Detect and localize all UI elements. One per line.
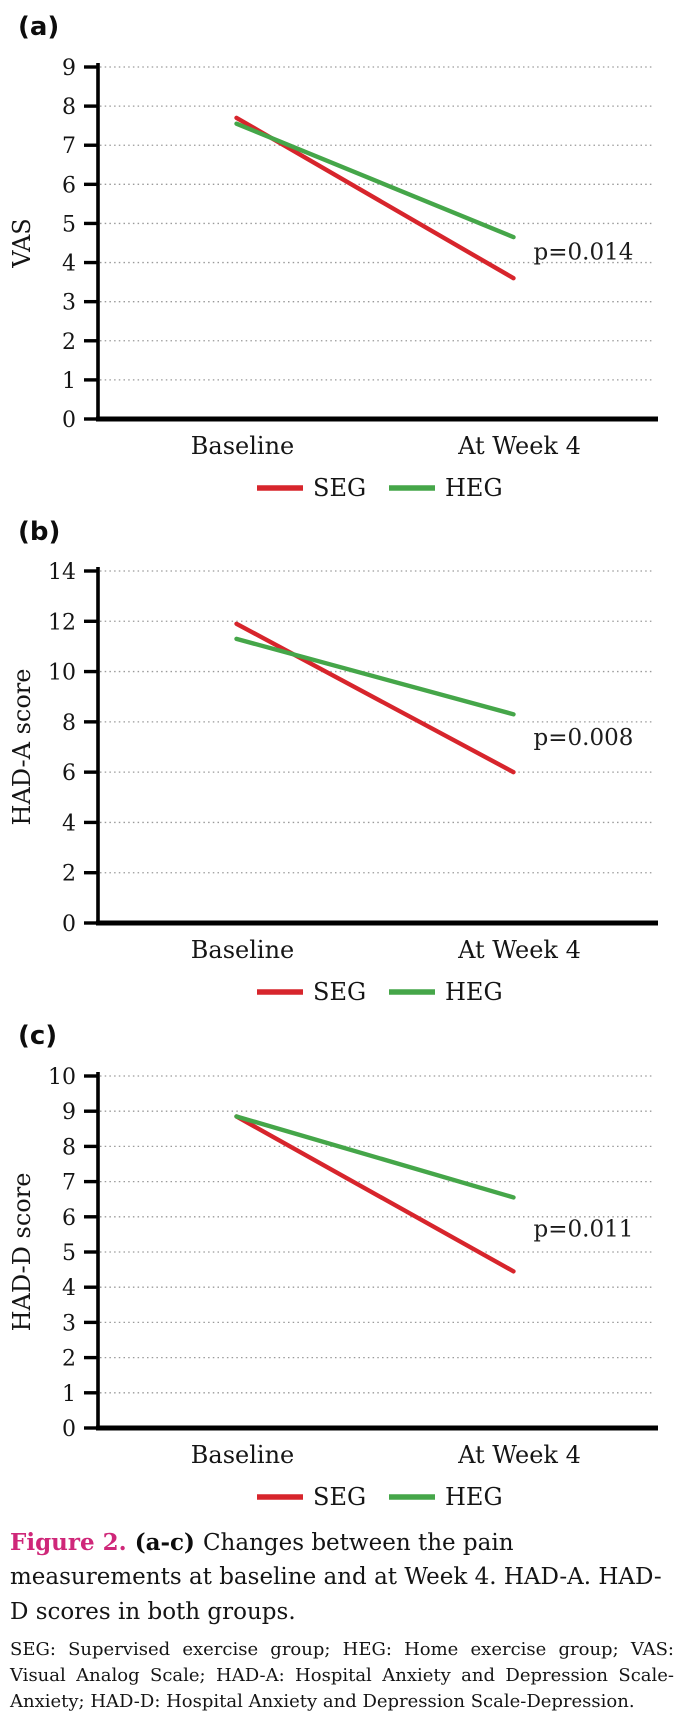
y-tick-label: 5 xyxy=(62,212,76,237)
y-tick-label: 14 xyxy=(48,560,76,585)
y-axis-title: HAD-D score xyxy=(8,1172,36,1331)
x-category-label: At Week 4 xyxy=(457,936,581,964)
y-tick-label: 0 xyxy=(62,408,76,433)
y-tick-label: 8 xyxy=(62,95,76,120)
series-line-seg xyxy=(234,621,516,775)
legend-label-seg: SEG xyxy=(313,978,366,1006)
y-tick-label: 3 xyxy=(62,1311,76,1336)
y-tick-label: 6 xyxy=(62,1206,76,1231)
figure-caption: Figure 2. (a-c) Changes between the pain m… xyxy=(10,1526,674,1630)
y-tick-label: 4 xyxy=(62,1276,76,1301)
y-tick-label: 6 xyxy=(62,173,76,198)
series-line-seg xyxy=(234,1114,516,1274)
legend-label-heg: HEG xyxy=(445,474,503,502)
y-tick-label: 9 xyxy=(62,56,76,81)
y-tick-label: 10 xyxy=(48,661,76,686)
panel-c: (c) 0 1 2 3 4 5 6 7 8 9 10 Baseline At Week 4 p=0.011… xyxy=(0,1009,684,1514)
y-tick-label: 0 xyxy=(62,912,76,937)
y-tick-label: 8 xyxy=(62,711,76,736)
x-category-label: Baseline xyxy=(191,432,294,460)
y-axis-title: HAD-A score xyxy=(8,669,36,826)
y-tick-label: 3 xyxy=(62,290,76,315)
series-line-heg xyxy=(234,1114,516,1200)
legend-label-seg: SEG xyxy=(313,1483,366,1511)
y-tick-label: 4 xyxy=(62,812,76,837)
x-category-label: Baseline xyxy=(191,936,294,964)
y-tick-label: 12 xyxy=(48,610,76,635)
series-line-heg xyxy=(234,636,516,717)
series-line-heg xyxy=(234,121,516,239)
y-tick-label: 2 xyxy=(62,329,76,354)
y-tick-label: 4 xyxy=(62,251,76,276)
panel-b: (b) 0 2 4 6 8 10 12 14 Baseline At Week 4 p=0.008 H… xyxy=(0,505,684,1010)
y-tick-label: 5 xyxy=(62,1241,76,1266)
x-category-label: At Week 4 xyxy=(457,1441,581,1469)
legend-label-heg: HEG xyxy=(445,978,503,1006)
p-value-annotation: p=0.011 xyxy=(534,1216,634,1242)
figure-caption-range: (a-c) xyxy=(134,1528,195,1556)
figure-footnote: SEG: Supervised exercise group; HEG: Hom… xyxy=(10,1639,674,1713)
y-tick-label: 2 xyxy=(62,1346,76,1371)
legend-label-seg: SEG xyxy=(313,474,366,502)
panel-a: (a) 0 1 2 3 4 5 6 7 8 9 Baseline At Week 4 p=0.014 VA… xyxy=(0,0,684,505)
y-tick-label: 2 xyxy=(62,862,76,887)
y-tick-label: 6 xyxy=(62,761,76,786)
figure-caption-number: Figure 2. xyxy=(10,1528,127,1556)
y-axis-title: VAS xyxy=(8,218,36,268)
x-category-label: Baseline xyxy=(191,1441,294,1469)
y-tick-label: 0 xyxy=(62,1417,76,1442)
y-tick-label: 9 xyxy=(62,1100,76,1125)
panel-b-label: (b) xyxy=(18,516,61,547)
chart-c-had-d: 0 1 2 3 4 5 6 7 8 9 10 Baseline At Week 4 p=0.011 HAD-… xyxy=(8,1065,658,1511)
y-tick-label: 7 xyxy=(62,134,76,159)
chart-b-had-a: 0 2 4 6 8 10 12 14 Baseline At Week 4 p=0.008 HAD-A… xyxy=(8,560,658,1006)
figure-caption-text: Changes between the pain measurements at… xyxy=(10,1529,662,1625)
y-tick-label: 1 xyxy=(62,1382,76,1407)
y-tick-label: 8 xyxy=(62,1135,76,1160)
panel-c-label: (c) xyxy=(18,1021,58,1052)
y-tick-label: 10 xyxy=(48,1065,76,1090)
legend-label-heg: HEG xyxy=(445,1483,503,1511)
p-value-annotation: p=0.014 xyxy=(534,239,634,265)
p-value-annotation: p=0.008 xyxy=(534,725,634,751)
panel-a-label: (a) xyxy=(18,12,60,42)
y-tick-label: 1 xyxy=(62,368,76,393)
chart-a-vas: 0 1 2 3 4 5 6 7 8 9 Baseline At Week 4 p=0.014 VAS SEG… xyxy=(8,56,658,502)
x-category-label: At Week 4 xyxy=(457,432,581,460)
y-tick-label: 7 xyxy=(62,1170,76,1195)
